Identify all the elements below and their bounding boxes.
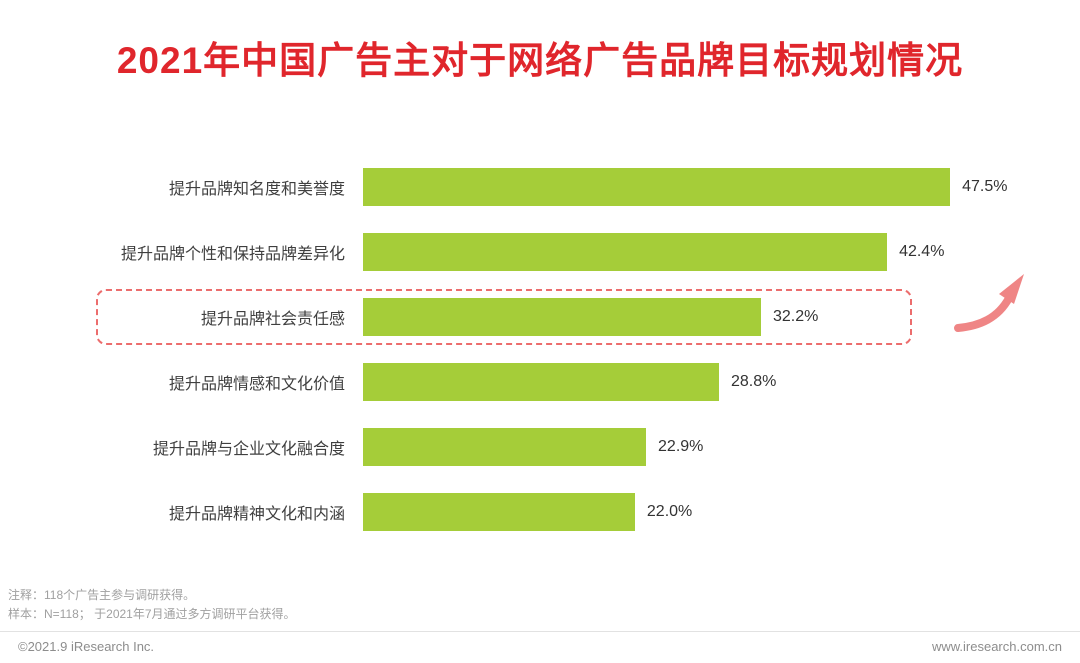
bar-track: 32.2% [363,297,1080,336]
bar-label: 提升品牌与企业文化融合度 [152,440,345,458]
table-row: 提升品牌情感和文化价值 28.8% [0,349,1080,414]
bar-value: 47.5% [962,177,1008,195]
table-row: 提升品牌与企业文化融合度 22.9% [0,414,1080,479]
footer-url[interactable]: www.iresearch.com.cn [931,639,1062,654]
footer: ©2021.9 iResearch Inc. www.iresearch.com… [0,639,1080,654]
bar-label: 提升品牌情感和文化价值 [168,375,345,393]
footer-copyright: ©2021.9 iResearch Inc. [18,639,155,654]
bar-value: 28.8% [730,372,777,390]
bar [363,297,761,336]
bar-label: 提升品牌知名度和美誉度 [168,180,345,198]
bar-label: 提升品牌精神文化和内涵 [168,505,345,523]
bar-value: 22.9% [658,437,704,455]
table-row: 提升品牌个性和保持品牌差异化 42.4% [0,219,1080,284]
bar [363,167,951,206]
note-line: 样本：N=118； 于2021年7月通过多方调研平台获得。 [8,607,296,621]
bar-value: 32.2% [772,307,819,325]
bar-track: 28.8% [363,362,1080,401]
bar-track: 42.4% [363,232,1080,271]
bar-track: 47.5% [363,167,1080,206]
bar [363,492,635,531]
bar-value: 42.4% [899,242,945,260]
trend-up-arrow-icon [954,274,1024,332]
table-row: 提升品牌知名度和美誉度 47.5% [0,154,1080,219]
page-title: 2021年中国广告主对于网络广告品牌目标规划情况 [116,40,964,81]
note-line: 注释：118个广告主参与调研获得。 [8,588,196,602]
bar-chart: 提升品牌知名度和美誉度 47.5% 提升品牌个性和保持品牌差异化 42.4% 提… [0,154,1080,544]
bar-value: 22.0% [646,502,693,520]
bar-label: 提升品牌社会责任感 [200,310,345,328]
bar-track: 22.9% [363,427,1080,466]
bar-track: 22.0% [363,492,1080,531]
footer-divider [0,631,1080,632]
bar [363,232,888,271]
table-row: 提升品牌精神文化和内涵 22.0% [0,479,1080,544]
bar [363,427,647,466]
bar [363,362,719,401]
bar-label: 提升品牌个性和保持品牌差异化 [120,245,345,263]
table-row-highlighted: 提升品牌社会责任感 32.2% [0,284,1080,349]
chart-notes: 注释：118个广告主参与调研获得。 样本：N=118； 于2021年7月通过多方… [8,586,296,624]
